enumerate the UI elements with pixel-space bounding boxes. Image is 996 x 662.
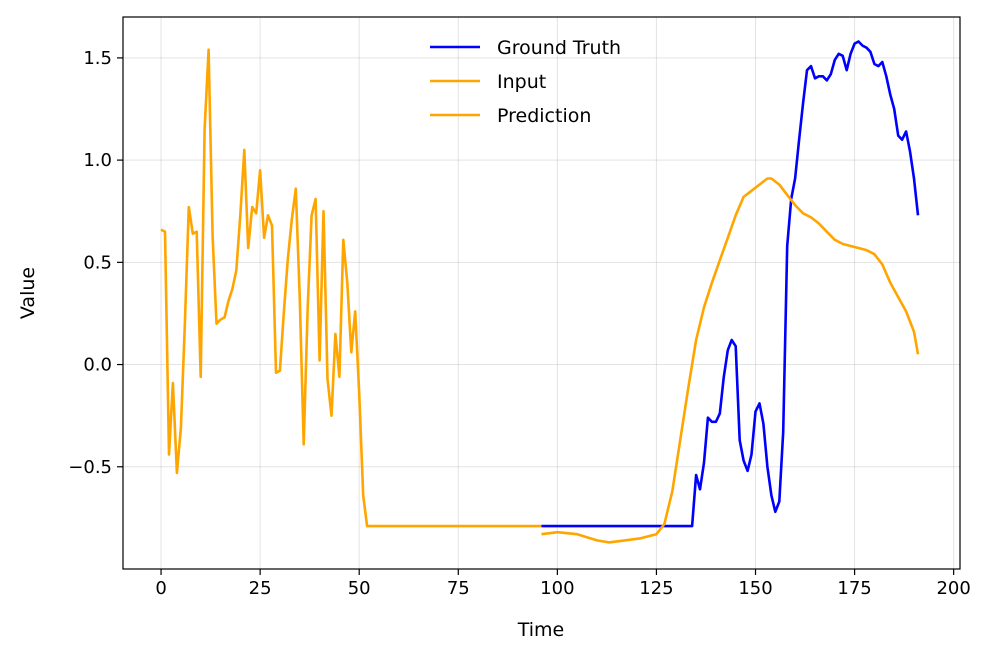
y-tick-label: 1.0 (83, 150, 112, 171)
legend-label: Ground Truth (497, 37, 621, 59)
series-line-input (160, 48, 542, 528)
y-tick-label: 0.0 (83, 355, 112, 376)
y-tick-label: 1.5 (83, 48, 112, 69)
axis-ticks: 0 25 50 75 100 125 150 175 200 −0.5 0.0 0.5 1.0 1.5 (68, 48, 971, 599)
x-tick-label: 25 (249, 578, 272, 599)
legend-label: Prediction (497, 105, 591, 127)
series-line-ground-truth (541, 40, 920, 528)
legend-label: Input (497, 71, 546, 93)
series-line-prediction (541, 177, 920, 544)
x-tick-label: 0 (155, 578, 166, 599)
x-tick-label: 125 (639, 578, 673, 599)
x-tick-label: 150 (738, 578, 772, 599)
x-tick-label: 75 (447, 578, 470, 599)
grid (123, 17, 960, 569)
y-tick-label: 0.5 (83, 252, 112, 273)
plot-frame (122, 16, 961, 570)
x-tick-label: 100 (540, 578, 574, 599)
y-axis-label: Value (17, 267, 39, 319)
x-tick-label: 175 (837, 578, 871, 599)
x-tick-label: 200 (936, 578, 970, 599)
x-tick-label: 50 (348, 578, 371, 599)
x-axis-label: Time (517, 619, 565, 641)
legend: Ground Truth Input Prediction (430, 37, 621, 127)
plot-background (123, 17, 960, 569)
series-lines (160, 40, 920, 544)
y-tick-label: −0.5 (68, 457, 112, 478)
